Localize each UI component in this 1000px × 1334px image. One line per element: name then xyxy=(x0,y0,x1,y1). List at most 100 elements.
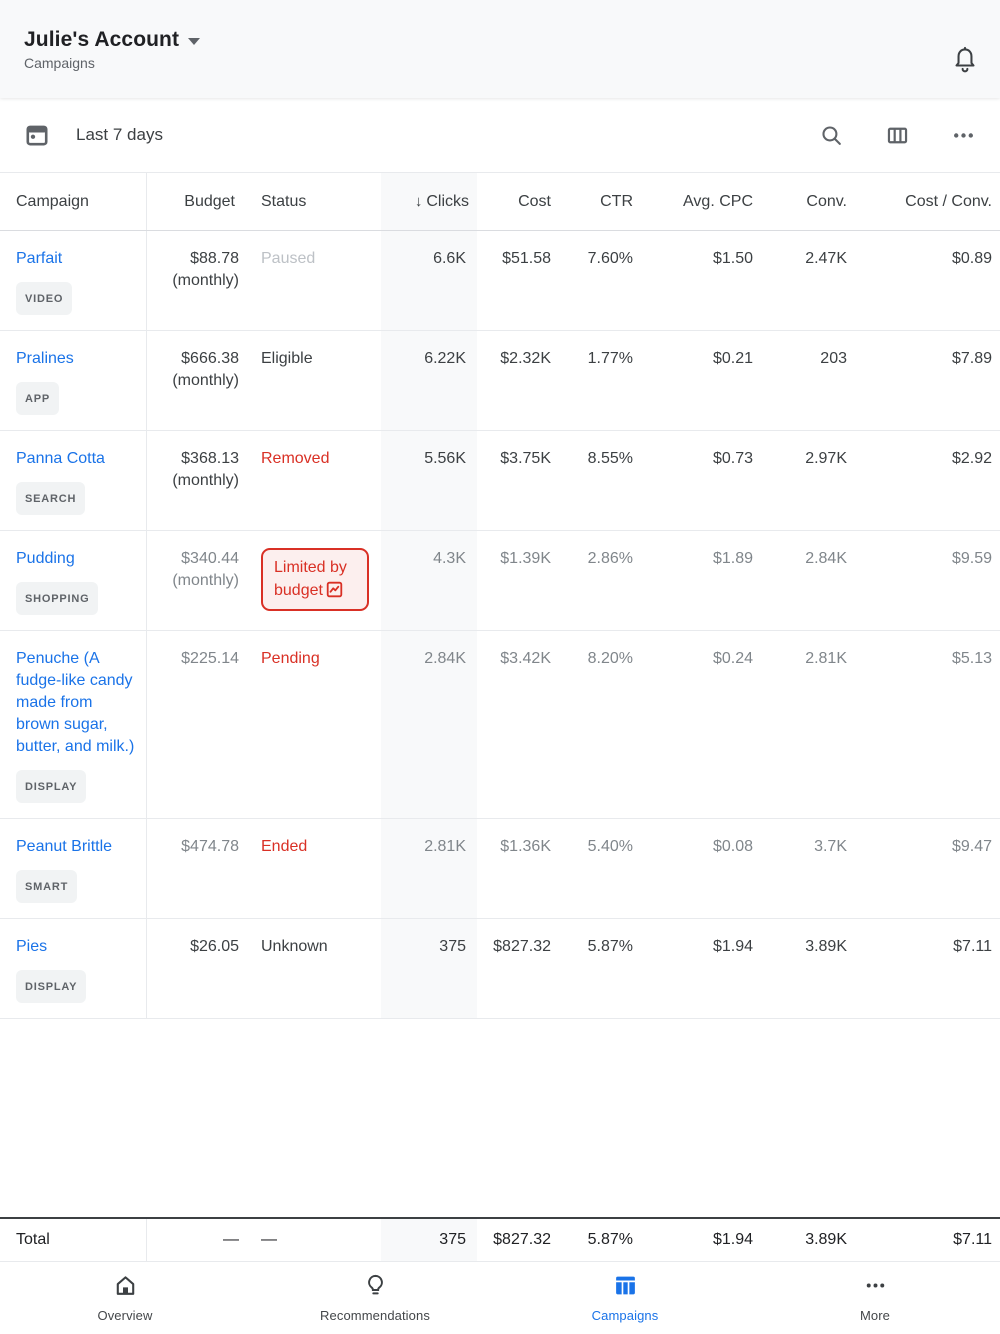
conv-cell: 203 xyxy=(820,350,847,367)
campaign-row-7[interactable]: Pies DISPLAY $26.05 Unknown 375 $827.32 5.87% $… xyxy=(0,919,1000,1019)
cost-conv-cell: $0.89 xyxy=(951,250,992,267)
status-cell: Limited by budget xyxy=(243,531,381,630)
chart-box-icon xyxy=(323,581,343,599)
status-text: Removed xyxy=(261,450,330,467)
table-header-row: Campaign Budget Status ↓ Clicks Cost CTR Avg. C… xyxy=(0,172,1000,231)
campaign-row-6[interactable]: Peanut Brittle SMART $474.78 Ended 2.81K $1.3… xyxy=(0,819,1000,919)
campaign-link[interactable]: Pudding xyxy=(16,550,75,567)
budget-cell: $26.05 xyxy=(190,938,239,955)
date-range-picker[interactable]: Last 7 days xyxy=(24,122,163,148)
columns-icon[interactable] xyxy=(884,122,910,148)
campaign-link[interactable]: Parfait xyxy=(16,250,63,267)
lightbulb-icon xyxy=(363,1273,388,1303)
campaign-row-1[interactable]: Parfait VIDEO $88.78 (monthly) Paused 6.6K $51… xyxy=(0,231,1000,331)
nav-label: Overview xyxy=(97,1308,153,1323)
campaign-row-2[interactable]: Pralines APP $666.38 (monthly) Eligible 6.22K… xyxy=(0,331,1000,431)
cost-conv-cell: $7.89 xyxy=(951,350,992,367)
campaign-link[interactable]: Pies xyxy=(16,938,48,955)
campaign-type-badge: VIDEO xyxy=(16,282,73,315)
column-header-avg_cpc[interactable]: Avg. CPC xyxy=(683,193,753,210)
ctr-cell: 5.40% xyxy=(587,838,633,855)
app-header: Julie's Account Campaigns xyxy=(0,0,1000,98)
nav-item-recommendations[interactable]: Recommendations xyxy=(250,1262,500,1334)
avg-cpc-cell: $1.50 xyxy=(712,250,753,267)
campaign-type-badge: SEARCH xyxy=(16,482,86,515)
ctr-cell: 2.86% xyxy=(587,550,633,567)
status-text: Ended xyxy=(261,838,308,855)
campaign-cell: Pralines APP xyxy=(0,331,147,430)
campaign-cell: Panna Cotta SEARCH xyxy=(0,431,147,530)
budget-cell: $474.78 xyxy=(181,838,239,855)
cost-cell: $2.32K xyxy=(500,350,551,367)
column-header-budget[interactable]: Budget xyxy=(184,193,235,210)
campaign-cell: Parfait VIDEO xyxy=(0,231,147,330)
cost-conv-cell: $2.92 xyxy=(951,450,992,467)
clicks-cell: 2.81K xyxy=(381,819,477,918)
cost-cell: $827.32 xyxy=(493,938,551,955)
column-header-status[interactable]: Status xyxy=(261,193,307,210)
account-switcher[interactable]: Julie's Account xyxy=(24,28,201,52)
conv-cell: 3.7K xyxy=(814,838,847,855)
column-header-clicks[interactable]: ↓ Clicks xyxy=(381,173,477,230)
column-header-campaign[interactable]: Campaign xyxy=(0,173,147,230)
nav-item-campaigns[interactable]: Campaigns xyxy=(500,1262,750,1334)
campaign-link[interactable]: Panna Cotta xyxy=(16,450,105,467)
nav-item-overview[interactable]: Overview xyxy=(0,1262,250,1334)
status-text: Eligible xyxy=(261,350,313,367)
campaign-row-4[interactable]: Pudding SHOPPING $340.44 (monthly) Limited b… xyxy=(0,531,1000,631)
campaign-type-badge: SHOPPING xyxy=(16,582,99,615)
status-cell: Removed xyxy=(243,431,381,530)
avg-cpc-cell: $0.08 xyxy=(712,838,753,855)
more-dots-icon xyxy=(863,1273,888,1303)
avg-cpc-cell: $0.21 xyxy=(712,350,753,367)
conv-cell: 2.81K xyxy=(805,650,847,667)
account-name: Julie's Account xyxy=(24,28,180,51)
bell-icon[interactable] xyxy=(952,46,978,74)
avg-cpc-cell: $1.89 xyxy=(712,550,753,567)
ctr-cell: 5.87% xyxy=(587,938,633,955)
cost-cell: $1.36K xyxy=(500,838,551,855)
campaign-link[interactable]: Penuche (A fudge-like candy made from br… xyxy=(16,650,135,755)
ctr-cell: 1.77% xyxy=(587,350,633,367)
status-cell: Pending xyxy=(243,631,381,818)
cost-cell: $51.58 xyxy=(502,250,551,267)
clicks-cell: 2.84K xyxy=(381,631,477,818)
empty-area xyxy=(0,1019,1000,1217)
avg-cpc-cell: $0.73 xyxy=(712,450,753,467)
budget-cell: $225.14 xyxy=(181,650,239,667)
search-icon[interactable] xyxy=(818,122,844,148)
campaign-type-badge: DISPLAY xyxy=(16,970,87,1003)
total-ctr: 5.87% xyxy=(587,1231,633,1248)
column-header-ctr[interactable]: CTR xyxy=(600,193,633,210)
clicks-cell: 6.22K xyxy=(381,331,477,430)
nav-item-more[interactable]: More xyxy=(750,1262,1000,1334)
limited-by-budget-badge: Limited by budget xyxy=(261,548,369,611)
campaign-row-3[interactable]: Panna Cotta SEARCH $368.13 (monthly) Removed… xyxy=(0,431,1000,531)
status-text: Paused xyxy=(261,250,316,267)
more-dots-icon[interactable] xyxy=(950,122,976,148)
column-header-cost_conv[interactable]: Cost / Conv. xyxy=(905,193,992,210)
budget-cell: $666.38 (monthly) xyxy=(172,350,239,389)
column-header-cost[interactable]: Cost xyxy=(518,193,551,210)
campaign-link[interactable]: Pralines xyxy=(16,350,74,367)
campaign-row-5[interactable]: Penuche (A fudge-like candy made from br… xyxy=(0,631,1000,819)
campaign-cell: Peanut Brittle SMART xyxy=(0,819,147,918)
column-header-conv[interactable]: Conv. xyxy=(806,193,847,210)
campaign-type-badge: APP xyxy=(16,382,60,415)
campaign-link[interactable]: Peanut Brittle xyxy=(16,838,113,855)
cost-cell: $3.75K xyxy=(500,450,551,467)
cost-conv-cell: $7.11 xyxy=(953,938,992,955)
budget-cell: $340.44 (monthly) xyxy=(172,550,239,589)
total-cost: $827.32 xyxy=(493,1231,551,1248)
cost-conv-cell: $5.13 xyxy=(951,650,992,667)
ctr-cell: 8.20% xyxy=(587,650,633,667)
conv-cell: 2.97K xyxy=(805,450,847,467)
avg-cpc-cell: $1.94 xyxy=(712,938,753,955)
nav-label: Campaigns xyxy=(591,1308,659,1323)
total-budget: — xyxy=(223,1231,239,1248)
campaign-type-badge: SMART xyxy=(16,870,78,903)
clicks-cell: 6.6K xyxy=(381,231,477,330)
conv-cell: 2.47K xyxy=(805,250,847,267)
campaign-cell: Penuche (A fudge-like candy made from br… xyxy=(0,631,147,818)
